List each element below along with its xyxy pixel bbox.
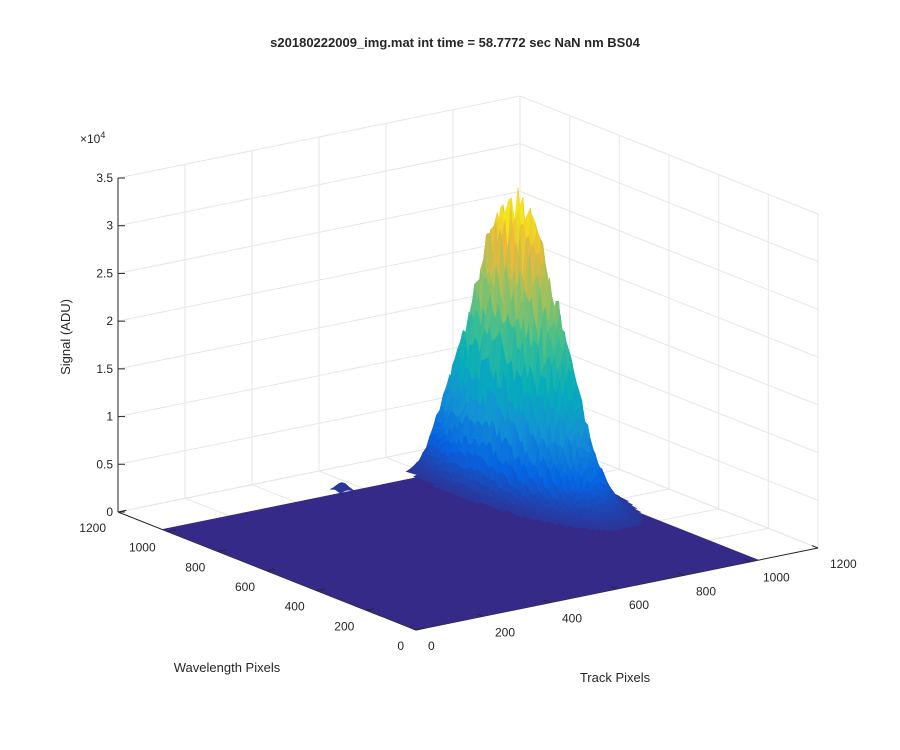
y-tick-mark xyxy=(117,509,127,513)
surface-cell xyxy=(635,514,642,517)
x-tick-label: 0 xyxy=(428,639,435,653)
x-tick-mark xyxy=(610,586,618,590)
x-axis-label: Track Pixels xyxy=(580,670,651,685)
z-tick-label: 2.5 xyxy=(96,266,113,280)
z-axis-label: Signal (ADU) xyxy=(58,299,73,375)
y-tick-mark xyxy=(366,608,375,611)
y-tick-label: 0 xyxy=(397,639,404,653)
x-tick-label: 1000 xyxy=(763,571,790,585)
tick-labels: 00.511.522.533.5020040060080010001200020… xyxy=(79,171,857,653)
surface-cell xyxy=(634,510,642,513)
x-tick-label: 1200 xyxy=(830,557,857,571)
x-tick-mark xyxy=(543,599,551,604)
surface-cell xyxy=(626,502,633,506)
surface-cell xyxy=(347,486,355,491)
z-tick-label: 1 xyxy=(106,410,113,424)
surface-cell xyxy=(636,516,645,520)
z-tick-label: 0 xyxy=(106,505,113,519)
y-tick-mark xyxy=(167,529,177,533)
surface-cell xyxy=(635,518,644,521)
x-tick-mark xyxy=(677,572,685,576)
surface-cell xyxy=(633,523,641,527)
z-tick-label: 3 xyxy=(106,219,113,233)
surface-cell xyxy=(634,520,643,523)
z-tick-label: 2 xyxy=(106,314,113,328)
surface-cell xyxy=(630,506,637,509)
x-tick-label: 600 xyxy=(629,598,649,612)
surface-cell xyxy=(633,521,642,525)
y-tick-label: 1000 xyxy=(129,541,156,555)
y-tick-label: 200 xyxy=(334,619,354,633)
z-gridline xyxy=(117,190,819,310)
surface-plot xyxy=(161,187,759,630)
y-tick-label: 800 xyxy=(185,560,205,574)
z-exponent-base: ×10 xyxy=(80,132,101,146)
z-tick-label: 1.5 xyxy=(96,362,113,376)
y-tick-label: 1200 xyxy=(79,521,106,535)
y-tick-label: 600 xyxy=(235,580,255,594)
z-exponent-label: ×104 xyxy=(80,130,105,146)
y-tick-mark xyxy=(266,568,276,572)
x-tick-mark xyxy=(811,545,819,549)
z-tick-label: 0.5 xyxy=(96,457,113,471)
surface-cell xyxy=(636,512,643,516)
chart-title: s20180222009_img.mat int time = 58.7772 … xyxy=(270,35,640,50)
z-gridline xyxy=(117,95,819,215)
surface-cell xyxy=(622,499,629,502)
y-tick-mark xyxy=(415,627,425,631)
z-gridline xyxy=(117,143,819,263)
y-axis-label: Wavelength Pixels xyxy=(174,660,281,675)
y-tick-label: 400 xyxy=(285,600,305,614)
x-tick-label: 200 xyxy=(495,625,515,639)
x-tick-mark xyxy=(744,558,752,563)
y-tick-mark xyxy=(316,588,326,592)
x-tick-mark xyxy=(409,627,417,631)
x-tick-label: 400 xyxy=(562,612,582,626)
x-tick-label: 800 xyxy=(696,584,716,598)
z-exponent-power: 4 xyxy=(100,130,105,140)
y-tick-mark xyxy=(217,549,226,552)
x-tick-mark xyxy=(476,613,484,617)
z-tick-label: 3.5 xyxy=(96,171,113,185)
